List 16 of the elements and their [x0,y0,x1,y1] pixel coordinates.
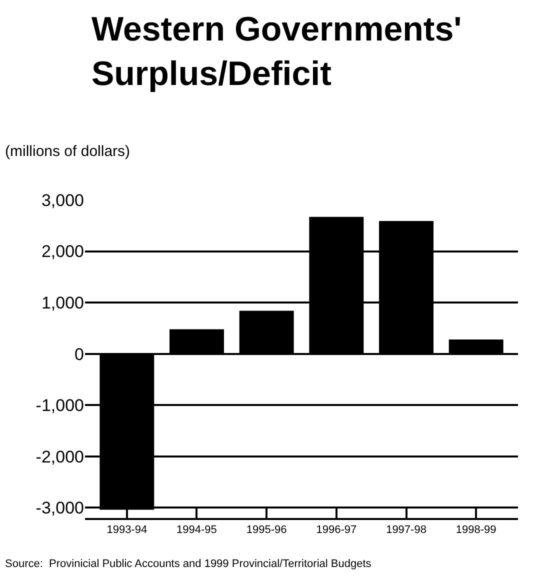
x-tick-label: 1995-96 [246,524,287,536]
x-tick-label: 1993-94 [106,524,148,536]
y-tick-label: -2,000 [36,447,84,466]
x-tick-label: 1996-97 [316,524,357,536]
x-tick-label: 1997-98 [386,524,426,536]
y-tick-label: -1,000 [36,396,84,416]
x-tick-label: 1994-95 [176,524,217,536]
y-tick-label: 0 [74,344,84,364]
y-tick-label: 2,000 [41,242,84,262]
chart-title: Western Governments' Surplus/Deficit [91,10,462,93]
chart-subtitle: (millions of dollars) [5,143,130,160]
x-tick-label: 1998-99 [456,524,496,536]
source-note: Source: Provinicial Public Accounts and 1999 Provincial/Territorial Budgets [5,558,372,570]
y-tick-label: -3,000 [36,498,84,518]
y-tick-label: 1,000 [41,294,84,313]
y-tick-label: 3,000 [41,190,84,210]
